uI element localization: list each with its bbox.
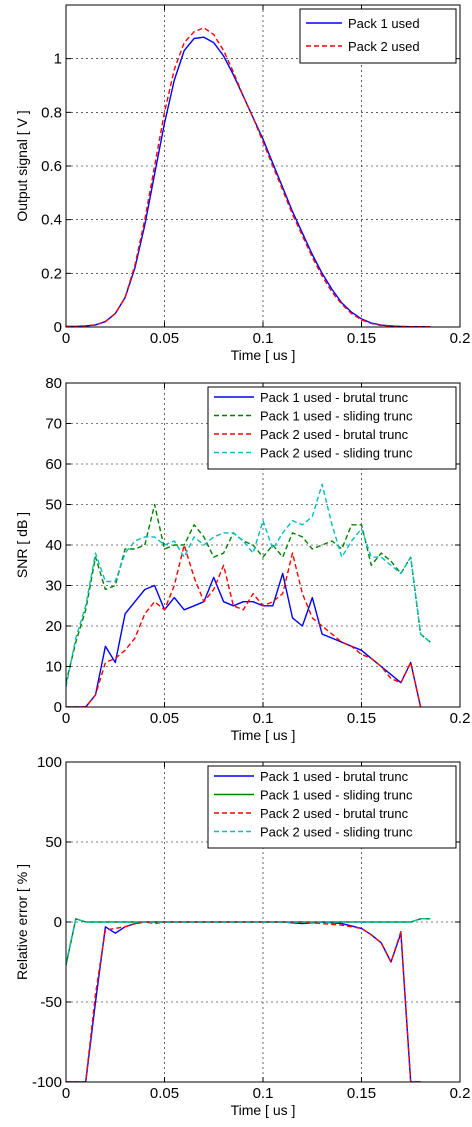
legend-box [299,8,457,64]
y-tick-label: 40 [45,537,62,554]
series-line-pack-1-used-sliding-trunc [66,503,431,683]
y-tick-label: 100 [37,754,62,771]
y-tick-label: 30 [45,578,62,595]
x-tick-label: 0 [62,1085,70,1102]
x-tick-label: 0.1 [253,1085,274,1102]
y-tick-label: 20 [45,618,62,635]
y-tick-label: 0 [54,699,62,716]
y-tick-label: 0.2 [41,265,62,282]
y-tick-label: 50 [45,834,62,851]
x-tick-label: 0.2 [450,330,471,347]
legend-label-pack-2-used-brutal-trunc: Pack 2 used - brutal trunc [260,806,409,821]
x-axis-label: Time [ us ] [231,1102,296,1118]
legend-label-pack-2-used: Pack 2 used [348,39,420,54]
chart-panel-3: 0 0.05 0.1 0.15 0.2 -100 -50 0 50 100 Time [ us ] R… [14,754,470,1118]
x-tick-label: 0.05 [150,330,179,347]
legend-box [207,765,457,849]
y-axis-label: Output signal [ V ] [14,110,30,221]
series-line-pack-2-used-sliding-trunc [66,483,431,687]
x-axis-label: Time [ us ] [231,347,296,363]
x-tick-label: 0.05 [150,710,179,727]
legend: Pack 1 used - brutal trunc Pack 1 used - … [207,765,457,849]
y-tick-label: 0 [54,319,62,336]
y-tick-label: 60 [45,456,62,473]
legend-label-pack-1-used-sliding-trunc: Pack 1 used - sliding trunc [260,788,413,803]
y-tick-label: 10 [45,659,62,676]
x-tick-label: 0.15 [347,1085,376,1102]
legend-label-pack-1-used-brutal-trunc: Pack 1 used - brutal trunc [260,769,409,784]
legend-label-pack-1-used: Pack 1 used [348,16,420,31]
chart-panel-2: 0 0.05 0.1 0.15 0.2 0 10 20 30 40 50 60 70 80 Time [ u… [14,375,470,743]
legend-label-pack-2-used-sliding-trunc: Pack 2 used - sliding trunc [260,446,413,461]
y-axis-label: SNR [ dB ] [14,512,30,578]
x-tick-label: 0.15 [347,330,376,347]
legend: Pack 1 used Pack 2 used [299,8,457,64]
x-tick-label: 0.1 [253,330,274,347]
y-tick-label: 0 [54,914,62,931]
x-tick-label: 0.15 [347,710,376,727]
x-tick-label: 0.2 [450,1085,471,1102]
series-group [66,483,431,707]
y-tick-label: 70 [45,416,62,433]
y-tick-label: 1 [54,51,62,68]
y-tick-label: 50 [45,497,62,514]
y-tick-label: -100 [32,1074,62,1091]
series-line-pack-2-used [66,27,431,327]
series-group [66,918,431,1082]
y-tick-label: 0.4 [41,212,62,229]
series-line-pack-2-used-brutal-trunc [66,544,422,707]
legend-label-pack-1-used-sliding-trunc: Pack 1 used - sliding trunc [260,409,413,424]
series-line-pack-1-used-brutal-trunc [66,572,422,707]
legend-label-pack-1-used-brutal-trunc: Pack 1 used - brutal trunc [260,390,409,405]
x-tick-label: 0.05 [150,1085,179,1102]
legend-label-pack-2-used-sliding-trunc: Pack 2 used - sliding trunc [260,825,413,840]
legend: Pack 1 used - brutal trunc Pack 1 used - … [207,386,457,470]
legend-label-pack-2-used-brutal-trunc: Pack 2 used - brutal trunc [260,427,409,442]
y-axis-label: Relative error [ % ] [14,864,30,980]
x-tick-label: 0.2 [450,710,471,727]
y-tick-label: -50 [40,994,62,1011]
chart-panel-1: 0 0.05 0.1 0.15 0.2 0 0.2 0.4 0.6 0.8 1 Time [ us ]… [14,4,471,363]
series-group [66,27,431,327]
x-tick-label: 0.1 [253,710,274,727]
series-line-pack-2-used-sliding-trunc [66,918,431,964]
x-axis-label: Time [ us ] [231,727,296,743]
y-tick-label: 0.8 [41,104,62,121]
x-tick-label: 0 [62,710,70,727]
y-tick-label: 0.6 [41,158,62,175]
legend-box [207,386,457,470]
y-tick-label: 80 [45,375,62,392]
x-tick-label: 0 [62,330,70,347]
